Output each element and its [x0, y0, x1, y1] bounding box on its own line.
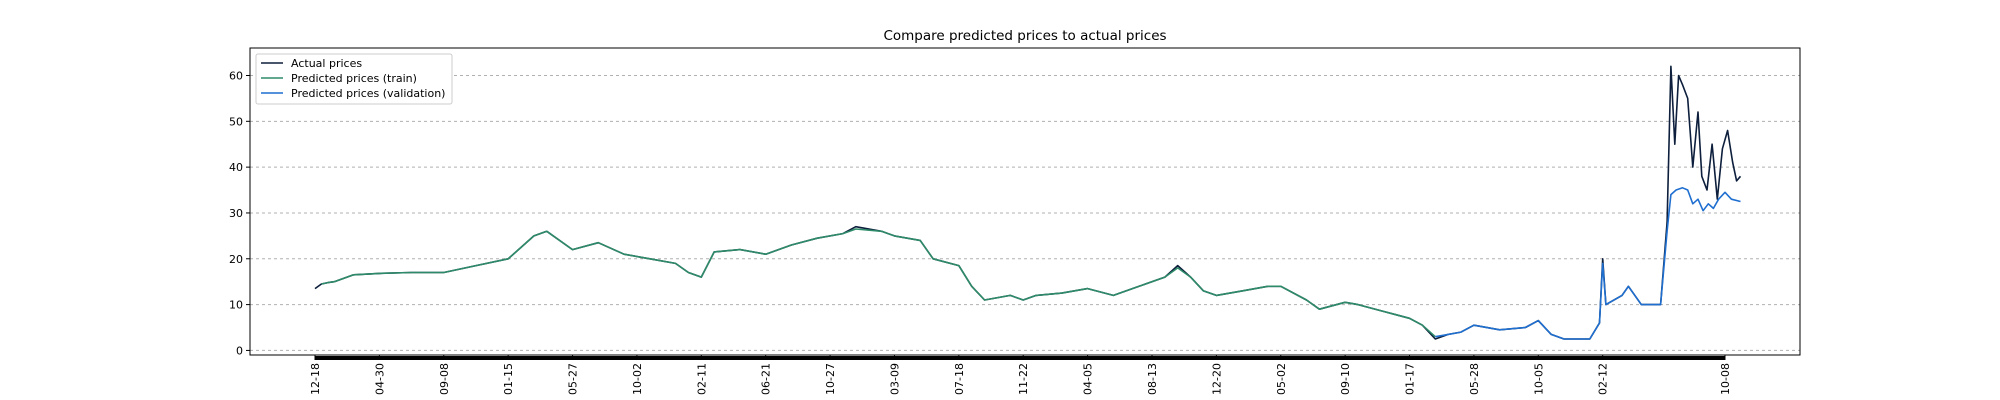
y-tick-label: 10: [229, 299, 243, 312]
x-tick-label: 12-18: [309, 363, 322, 395]
legend-label: Actual prices: [291, 57, 362, 70]
x-axis: 12-18 04-30 09-08 01-15 05-27 10-02 02-11 06-21…: [309, 355, 1732, 395]
chart-title: Compare predicted prices to actual price…: [883, 28, 1166, 44]
legend-box: [255, 53, 453, 105]
plot-frame: [249, 47, 1801, 356]
series-line-2: [321, 228, 1436, 338]
x-tick-label: 05-28: [1468, 363, 1481, 395]
y-axis: 0 10 20 30 40 50 60: [229, 69, 250, 357]
x-tick-label: 01-17: [1404, 363, 1417, 395]
x-tick-label: 07-18: [953, 363, 966, 395]
x-tick-label: 09-08: [438, 363, 451, 395]
x-tick-label: 11-22: [1017, 363, 1030, 395]
grid: [250, 74, 1800, 351]
x-tick-label: 06-21: [760, 363, 773, 395]
legend-label: Predicted prices (validation): [291, 87, 445, 100]
y-tick-label: 0: [236, 344, 243, 357]
legend: Actual prices Predicted prices (train) Pre…: [255, 53, 453, 105]
y-tick-label: 30: [229, 207, 243, 220]
x-tick-label: 10-08: [1719, 363, 1732, 395]
legend-label: Predicted prices (train): [291, 72, 417, 85]
x-tick-label: 10-05: [1532, 363, 1545, 395]
x-tick-label: 02-11: [695, 363, 708, 395]
y-tick-label: 40: [229, 161, 243, 174]
x-tick-label: 05-02: [1275, 363, 1288, 395]
x-tick-label: 09-10: [1339, 363, 1352, 395]
x-tick-label: 01-15: [502, 363, 515, 395]
series-line-3: [1435, 187, 1741, 340]
x-tick-label: 10-27: [824, 363, 837, 395]
x-tick-label: 08-13: [1146, 363, 1159, 395]
y-tick-label: 50: [229, 115, 243, 128]
y-tick-label: 20: [229, 253, 243, 266]
x-tick-label: 04-30: [373, 363, 386, 395]
x-minor-tick-band: [315, 356, 1725, 360]
x-tick-label: 12-20: [1210, 363, 1223, 395]
x-tick-label: 02-12: [1597, 363, 1610, 395]
x-tick-label: 04-05: [1082, 363, 1095, 395]
series-group: [314, 65, 1742, 340]
x-tick-label: 10-02: [631, 363, 644, 395]
y-tick-label: 60: [229, 69, 243, 82]
x-tick-label: 03-09: [888, 363, 901, 395]
x-tick-label: 05-27: [567, 363, 580, 395]
